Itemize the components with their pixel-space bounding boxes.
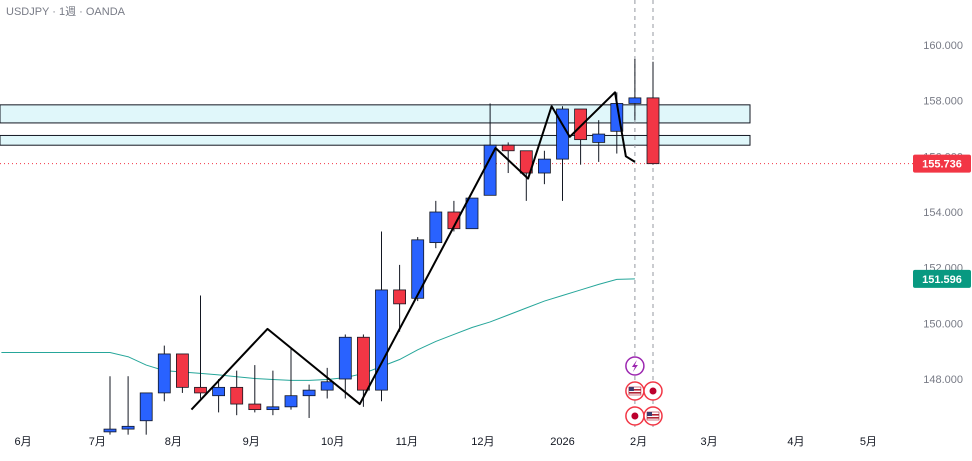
zone-1	[0, 104, 751, 124]
x-tick-label: 11月	[396, 436, 418, 448]
x-tick-label: 9月	[243, 436, 260, 448]
x-tick-label: 6月	[15, 436, 32, 448]
candle-up	[139, 392, 153, 422]
x-tick-label: 12月	[471, 436, 494, 448]
candle-up	[103, 428, 117, 433]
lightning-bolt-icon	[631, 360, 638, 372]
zone-2	[0, 134, 751, 146]
candle-down	[447, 211, 461, 230]
symbol-title: USDJPY · 1週 · OANDA	[6, 6, 125, 18]
x-tick-label: 5月	[860, 436, 877, 448]
x-tick-label: 2026	[550, 436, 574, 448]
x-tick-label: 8月	[165, 436, 182, 448]
us-flag-canton	[647, 412, 652, 416]
x-tick-label: 4月	[787, 436, 804, 448]
candle-down	[574, 108, 587, 141]
y-tick-label: 150.000	[923, 318, 963, 330]
candle-up	[302, 389, 316, 397]
y-tick-label: 148.000	[923, 374, 963, 386]
candle-up	[320, 381, 334, 391]
candle-up	[628, 97, 642, 104]
candle-up	[483, 144, 497, 196]
candle-up	[121, 425, 135, 430]
us-flag-stripe	[628, 392, 641, 394]
candle-down	[519, 150, 533, 174]
ma-price-label: 151.596	[922, 274, 962, 286]
candle-down	[356, 336, 370, 391]
candle-up	[538, 158, 551, 174]
y-tick-label: 154.000	[923, 207, 963, 219]
jp-flag-icon	[649, 387, 657, 395]
candle-up	[411, 239, 425, 299]
y-tick-label: 160.000	[923, 40, 963, 52]
us-flag-canton	[628, 387, 634, 391]
last-price-label-box	[913, 154, 971, 173]
candle-up	[465, 197, 479, 230]
candle-up	[592, 133, 606, 143]
candle-down	[175, 353, 189, 388]
candle-up	[338, 336, 352, 380]
candle-up	[212, 386, 226, 397]
ma-price-label-box	[913, 269, 971, 288]
candle-down	[501, 144, 515, 152]
candle-up	[375, 289, 388, 391]
y-tick-label: 158.000	[923, 96, 963, 108]
us-flag-stripe	[647, 417, 659, 419]
us-flag-stripe	[628, 389, 641, 391]
candle-down	[248, 403, 262, 411]
zigzag-line	[190, 91, 636, 411]
candle-down	[393, 289, 407, 305]
candle-up	[157, 353, 171, 394]
last-price-label: 155.736	[922, 159, 962, 171]
candle-up	[429, 211, 443, 244]
us-flag-stripe	[647, 414, 659, 416]
candle-down	[646, 97, 660, 165]
moving-average-line	[1, 278, 635, 381]
x-tick-label: 7月	[89, 436, 106, 448]
x-tick-label: 2月	[630, 436, 647, 448]
candle-up	[266, 406, 280, 411]
x-tick-label: 3月	[701, 436, 718, 448]
jp-flag-icon	[631, 412, 639, 420]
candle-down	[230, 386, 244, 405]
x-tick-label: 10月	[321, 436, 344, 448]
candle-up	[284, 395, 298, 408]
candle-down	[194, 386, 207, 394]
